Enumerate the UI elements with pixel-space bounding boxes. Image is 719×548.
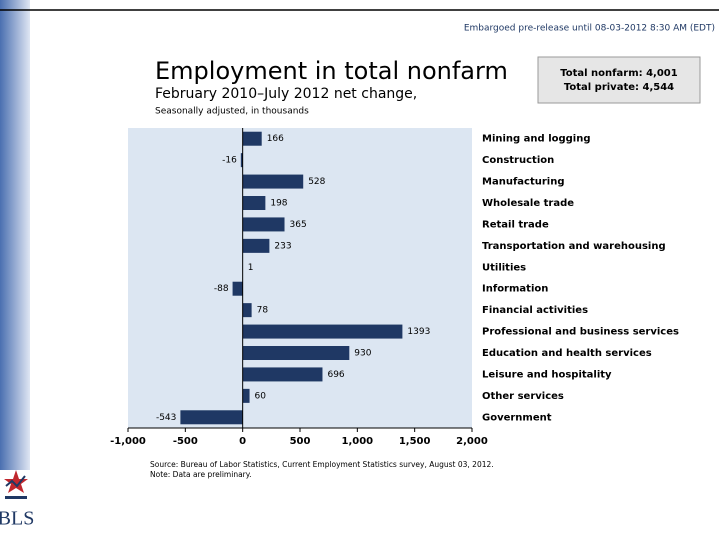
- category-label: Utilities: [482, 262, 526, 273]
- category-label: Manufacturing: [482, 177, 565, 188]
- x-tick-label: 500: [290, 436, 311, 447]
- category-label: Education and health services: [482, 348, 652, 359]
- bar: [242, 196, 266, 210]
- value-label: 78: [257, 306, 269, 316]
- value-label: 930: [354, 349, 371, 359]
- value-label: 1393: [407, 327, 430, 337]
- value-label: 198: [270, 199, 287, 209]
- category-label: Professional and business services: [482, 327, 679, 338]
- side-strip: [0, 0, 30, 548]
- category-label: Mining and logging: [482, 134, 591, 145]
- logo-star: [4, 470, 28, 493]
- bar: [242, 324, 403, 339]
- source: Source: Bureau of Labor Statistics, Curr…: [150, 460, 494, 469]
- x-tick-label: -500: [173, 436, 198, 447]
- summary-line: Total private: 4,544: [564, 82, 674, 93]
- value-label: -88: [214, 284, 229, 294]
- category-label: Leisure and hospitality: [482, 369, 612, 380]
- category-label: Transportation and warehousing: [482, 241, 666, 252]
- embargo: Embargoed pre-release until 08-03-2012 8…: [464, 24, 715, 34]
- x-tick-label: -1,000: [110, 436, 146, 447]
- value-label: 1: [248, 263, 254, 273]
- value-label: 60: [255, 391, 267, 401]
- summary-box: [537, 56, 701, 104]
- bar: [180, 410, 243, 425]
- x-tick-label: 2,000: [456, 436, 488, 447]
- bar: [242, 388, 250, 403]
- category-label: Retail trade: [482, 219, 549, 230]
- bar: [232, 281, 243, 296]
- bar: [240, 153, 243, 168]
- logo-text: BLS: [0, 508, 34, 530]
- category-label: Information: [482, 284, 548, 295]
- bar: [242, 217, 285, 232]
- value-label: 696: [327, 370, 344, 380]
- value-label: -543: [156, 413, 176, 423]
- value-label: 166: [267, 134, 284, 144]
- category-label: Wholesale trade: [482, 198, 574, 209]
- bar: [242, 131, 262, 146]
- value-label: -16: [222, 156, 237, 166]
- bar: [242, 238, 270, 253]
- bar: [242, 367, 323, 382]
- note: Note: Data are preliminary.: [150, 470, 252, 479]
- x-tick-label: 1,500: [399, 436, 431, 447]
- bar: [242, 174, 304, 189]
- logo-bar: [5, 496, 27, 499]
- chart-title: Employment in total nonfarm: [155, 57, 508, 85]
- bar: [242, 346, 350, 360]
- value-label: 365: [290, 220, 307, 230]
- category-label: Government: [482, 412, 552, 423]
- logo-line: [5, 475, 26, 488]
- category-label: Other services: [482, 391, 564, 402]
- category-label: Financial activities: [482, 305, 588, 316]
- unit-note: Seasonally adjusted, in thousands: [155, 107, 309, 117]
- value-label: 528: [308, 177, 325, 187]
- x-tick-label: 1,000: [342, 436, 374, 447]
- logo: BLS: [0, 470, 34, 530]
- subtitle: February 2010–July 2012 net change,: [155, 86, 417, 102]
- category-label: Construction: [482, 155, 554, 166]
- summary-line: Total nonfarm: 4,001: [560, 68, 678, 79]
- value-label: 233: [274, 241, 291, 251]
- bar: [242, 303, 252, 318]
- plot-area: [128, 128, 472, 428]
- x-tick-label: 0: [239, 436, 246, 447]
